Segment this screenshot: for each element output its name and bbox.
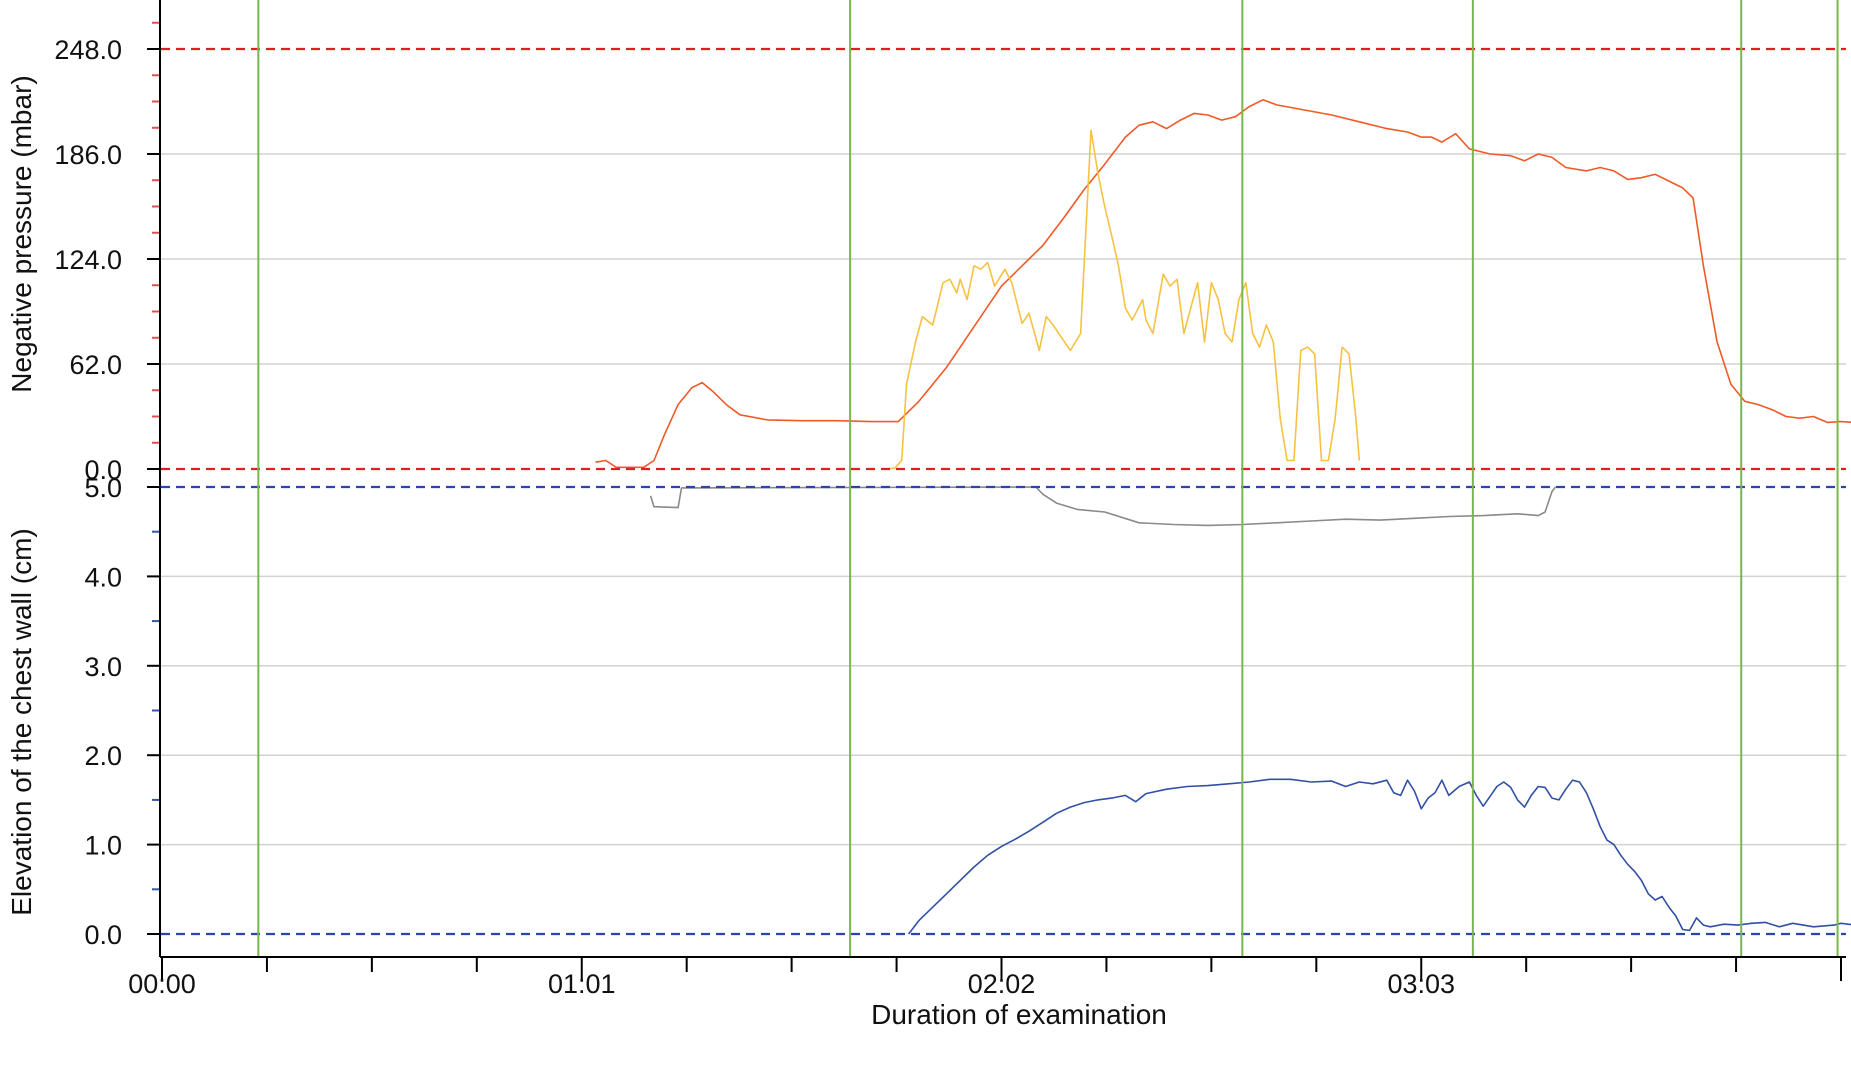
pressure-y-tick-label: 248.0: [54, 35, 122, 65]
elevation-y-tick-label: 4.0: [84, 562, 122, 592]
pressure-y-tick-label: 124.0: [54, 245, 122, 275]
elevation-axis-title: Elevation of the chest wall (cm): [6, 528, 37, 916]
pressure-series-1: [884, 129, 1361, 470]
x-tick-label: 02:02: [968, 969, 1036, 999]
pressure-y-tick-label: 186.0: [54, 140, 122, 170]
pressure-axis-title: Negative pressure (mbar): [6, 75, 37, 392]
pressure-series-0: [595, 99, 1851, 469]
elevation-y-tick-label: 3.0: [84, 652, 122, 682]
x-tick-label: 01:01: [548, 969, 616, 999]
elevation-y-tick-label: 0.0: [84, 920, 122, 950]
elevation-series-0: [907, 778, 1851, 935]
elevation-y-tick-label: 2.0: [84, 741, 122, 771]
pressure-y-tick-label: 0.0: [84, 455, 122, 485]
pressure-panel: 0.0 62.0 124.0 186.0 248.0: [54, 21, 1851, 485]
elevation-y-tick-label: 1.0: [84, 831, 122, 861]
elevation-panel: 0.0 1.0 2.0 3.0 4.0 5.0: [84, 473, 1851, 950]
x-ticks: 00:00 01:01 02:02 03:03: [128, 957, 1842, 999]
x-tick-label: 03:03: [1387, 969, 1455, 999]
pressure-y-tick-label: 62.0: [69, 350, 122, 380]
x-axis-title: Duration of examination: [871, 999, 1167, 1030]
elevation-y-tick-label: 5.0: [84, 473, 122, 503]
event-markers: [257, 0, 1839, 957]
elevation-series-1: [649, 486, 1557, 527]
axes: [159, 0, 1846, 958]
x-tick-label: 00:00: [128, 969, 196, 999]
